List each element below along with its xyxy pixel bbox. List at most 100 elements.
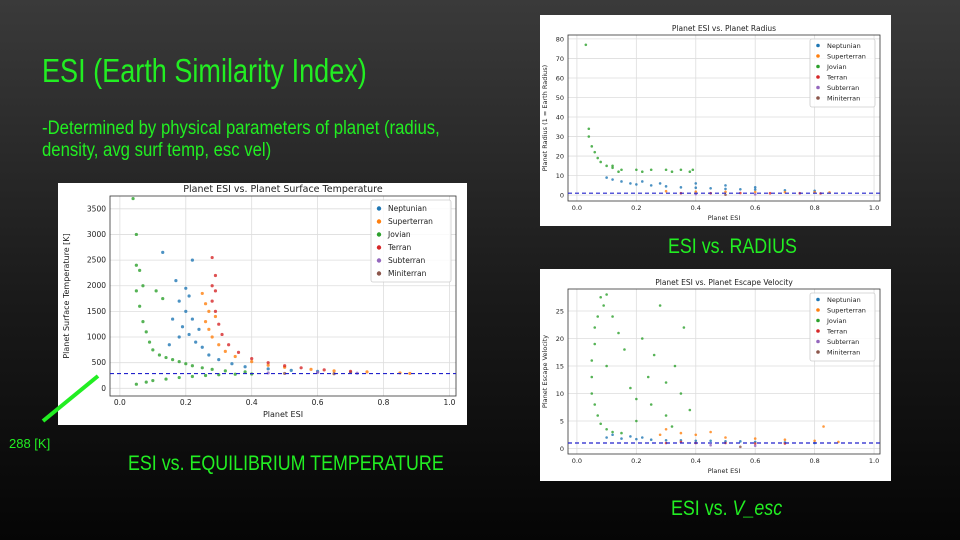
data-point-jovian bbox=[596, 414, 600, 417]
data-point-neptunian bbox=[649, 438, 653, 441]
legend-entry: Terran bbox=[826, 328, 847, 336]
data-point-superterran bbox=[365, 370, 369, 374]
data-point-jovian bbox=[629, 386, 632, 390]
data-point-jovian bbox=[587, 127, 591, 131]
legend-entry: Neptunian bbox=[827, 42, 861, 50]
y-tick-label: 40 bbox=[556, 114, 564, 122]
data-point-jovian bbox=[138, 268, 142, 272]
data-point-terran bbox=[210, 299, 214, 303]
data-point-terran bbox=[213, 309, 218, 313]
legend-entry: Terran bbox=[826, 74, 847, 82]
legend-marker bbox=[816, 96, 820, 100]
y-tick-label: 25 bbox=[556, 308, 564, 316]
y-tick-label: 3000 bbox=[87, 230, 106, 239]
data-point-superterran bbox=[332, 369, 336, 373]
x-tick-label: 0.0 bbox=[572, 204, 582, 212]
data-point-jovian bbox=[164, 355, 168, 360]
legend-marker bbox=[816, 339, 820, 344]
data-point-jovian bbox=[184, 362, 188, 366]
data-point-jovian bbox=[620, 168, 623, 172]
legend-marker bbox=[816, 350, 820, 354]
data-point-neptunian bbox=[184, 286, 188, 290]
data-point-neptunian bbox=[171, 317, 175, 321]
data-point-superterran bbox=[213, 314, 218, 319]
data-point-neptunian bbox=[230, 362, 234, 366]
plot-frame bbox=[567, 34, 881, 202]
data-point-superterran bbox=[783, 438, 787, 441]
data-point-neptunian bbox=[197, 327, 201, 331]
data-point-jovian bbox=[617, 170, 620, 174]
legend-entry: Miniterran bbox=[827, 95, 860, 103]
data-point-superterran bbox=[679, 431, 683, 435]
data-point-jovian bbox=[190, 364, 194, 368]
x-tick-label: 1.0 bbox=[869, 457, 879, 465]
data-point-superterran bbox=[233, 354, 237, 359]
data-point-terran bbox=[210, 255, 214, 260]
data-point-terran bbox=[213, 273, 218, 278]
x-tick-label: 0.6 bbox=[312, 398, 324, 407]
legend-entry: Subterran bbox=[827, 338, 859, 346]
legend-entry: Miniterran bbox=[388, 269, 427, 278]
data-point-jovian bbox=[599, 295, 602, 299]
velocity-chart: 0.0 0.2 0.4 0.6 0.8 1.0 0 5 10 15 20 25 Planet ESI v… bbox=[541, 278, 881, 475]
data-point-jovian bbox=[134, 289, 138, 293]
data-point-terran bbox=[250, 356, 254, 361]
x-tick-label: 0.4 bbox=[246, 398, 258, 407]
radius-chart-panel: 0.0 0.2 0.4 0.6 0.8 1.0 0 10 20 30 40 50 60 70 80 Plane… bbox=[540, 15, 891, 226]
data-point-superterran bbox=[200, 291, 204, 296]
x-tick-label: 0.6 bbox=[750, 457, 760, 465]
data-point-neptunian bbox=[664, 438, 668, 442]
data-point-superterran bbox=[664, 427, 668, 431]
y-tick-label: 60 bbox=[556, 74, 564, 82]
data-point-neptunian bbox=[649, 184, 653, 187]
data-point-jovian bbox=[593, 342, 597, 346]
data-point-neptunian bbox=[640, 436, 644, 439]
legend-entry: Miniterran bbox=[827, 349, 860, 357]
legend-entry: Subterran bbox=[827, 84, 859, 92]
legend-box bbox=[370, 199, 452, 283]
y-tick-label: 10 bbox=[556, 390, 564, 398]
data-point-superterran bbox=[694, 190, 698, 193]
y-tick-label: 50 bbox=[556, 94, 564, 102]
data-point-jovian bbox=[154, 289, 158, 293]
data-point-neptunian bbox=[190, 258, 194, 262]
data-point-jovian bbox=[670, 425, 674, 428]
temperature-chart: 0.0 0.2 0.4 0.6 0.8 1.0 0 500 1000 1500 2000 2500 30… bbox=[62, 184, 457, 419]
y-axis-label: Planet Escape Velocity bbox=[541, 335, 549, 408]
data-point-superterran bbox=[223, 349, 227, 353]
data-point-neptunian bbox=[694, 182, 698, 185]
data-point-neptunian bbox=[177, 299, 181, 303]
data-point-jovian bbox=[134, 382, 138, 386]
data-point-neptunian bbox=[611, 433, 614, 437]
data-point-jovian bbox=[161, 296, 165, 301]
data-point-neptunian bbox=[194, 340, 198, 344]
data-point-jovian bbox=[611, 164, 614, 168]
legend-marker bbox=[816, 64, 820, 69]
legend-marker bbox=[376, 245, 382, 250]
legend-entry: Superterran bbox=[827, 307, 866, 315]
plot-frame bbox=[567, 288, 881, 455]
plot-frame bbox=[109, 195, 457, 397]
data-point-terran bbox=[322, 368, 326, 372]
data-point-neptunian bbox=[161, 250, 165, 255]
data-point-neptunian bbox=[640, 180, 644, 183]
legend-box bbox=[809, 292, 876, 362]
x-tick-label: 0.8 bbox=[378, 398, 390, 407]
data-point-neptunian bbox=[694, 186, 698, 190]
data-point-neptunian bbox=[184, 309, 188, 313]
y-tick-label: 0 bbox=[101, 384, 106, 393]
data-point-neptunian bbox=[753, 186, 757, 189]
legend-entry: Superterran bbox=[827, 53, 866, 61]
data-point-terran bbox=[210, 284, 214, 288]
data-point-superterran bbox=[250, 360, 254, 364]
data-point-jovian bbox=[652, 353, 656, 357]
legend-marker bbox=[376, 271, 382, 276]
data-point-subterran bbox=[753, 444, 757, 448]
legend-marker bbox=[816, 43, 820, 48]
legend-entry: Terran bbox=[387, 243, 412, 252]
y-axis-label: Planet Surface Temperature [K] bbox=[62, 233, 71, 358]
data-point-jovian bbox=[223, 369, 227, 373]
x-tick-label: 0.8 bbox=[809, 204, 819, 212]
data-point-jovian bbox=[682, 326, 686, 329]
legend-marker bbox=[816, 75, 820, 79]
